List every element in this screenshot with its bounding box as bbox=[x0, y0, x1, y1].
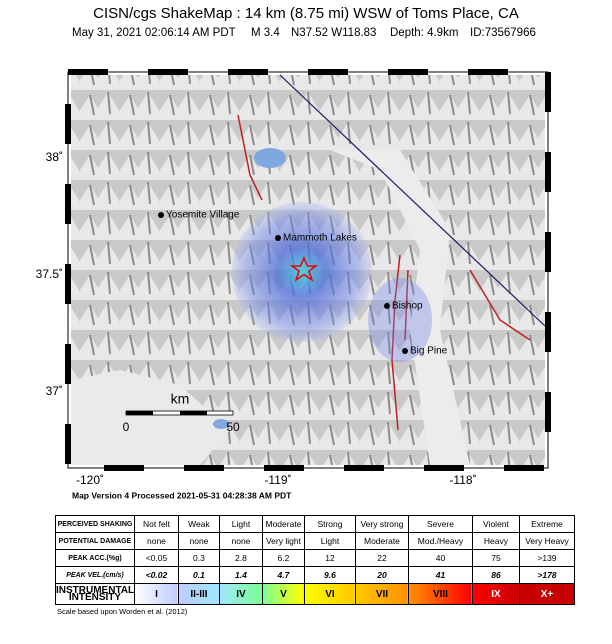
intensity-legend: PERCEIVED SHAKING Not felt Weak Light Modera… bbox=[55, 515, 575, 605]
scale-unit: km bbox=[171, 391, 190, 407]
map-version: Map Version 4 Processed 2021-05-31 04:28… bbox=[72, 490, 292, 500]
fault bbox=[237, 114, 531, 431]
legend-cell: 40 bbox=[407, 549, 473, 567]
event-depth: Depth: 4.9km bbox=[390, 27, 458, 39]
legend-cell: Very light bbox=[261, 532, 305, 550]
map-title: CISN/cgs ShakeMap : 14 km (8.75 mi) WSW … bbox=[93, 5, 519, 22]
place-dot bbox=[158, 212, 164, 218]
scale-bar: km 0 50 bbox=[123, 391, 240, 434]
legend-cell: VI bbox=[303, 583, 356, 605]
legend-cell: 12 bbox=[303, 549, 356, 567]
place-dot bbox=[275, 235, 281, 241]
legend-cell: Light bbox=[303, 532, 356, 550]
event-magnitude: M 3.4 bbox=[251, 27, 280, 39]
legend-cell: Strong bbox=[303, 515, 356, 533]
lat-label: 38˚ bbox=[46, 150, 63, 164]
place-dot bbox=[402, 348, 408, 354]
legend-cell: Not felt bbox=[133, 515, 179, 533]
legend-cell: 9.6 bbox=[303, 566, 356, 584]
legend-cell: Weak bbox=[177, 515, 220, 533]
event-location: N37.52 W118.83 bbox=[291, 27, 376, 39]
legend-cell: Violent bbox=[471, 515, 520, 533]
place-label: Big Pine bbox=[410, 346, 448, 357]
legend-cell: <0.05 bbox=[133, 549, 179, 567]
legend-cell: >139 bbox=[518, 549, 575, 567]
legend-cell: VII bbox=[354, 583, 409, 605]
legend-cell: 6.2 bbox=[261, 549, 305, 567]
row-label: PERCEIVED SHAKING bbox=[55, 515, 135, 533]
legend-cell: 41 bbox=[407, 566, 473, 584]
event-time: May 31, 2021 02:06:14 AM PDT bbox=[72, 27, 236, 39]
legend-cell: Heavy bbox=[471, 532, 520, 550]
legend-cell: X+ bbox=[518, 583, 575, 605]
scale-start: 0 bbox=[123, 420, 130, 434]
legend-cell: none bbox=[177, 532, 220, 550]
place-dot bbox=[384, 303, 390, 309]
event-id: ID:73567966 bbox=[470, 27, 536, 39]
row-label: PEAK VEL.(cm/s) bbox=[55, 566, 135, 584]
legend-cell: Extreme bbox=[518, 515, 575, 533]
legend-cell: 2.8 bbox=[218, 549, 263, 567]
legend-cell: 0.3 bbox=[177, 549, 220, 567]
legend-cell: 22 bbox=[354, 549, 409, 567]
legend-cell: <0.02 bbox=[133, 566, 179, 584]
lat-label: 37˚ bbox=[46, 384, 63, 398]
place-label: Mammoth Lakes bbox=[283, 233, 357, 244]
legend-row: POTENTIAL DAMAGE none none none Very light Li… bbox=[55, 532, 575, 550]
state-border bbox=[279, 74, 546, 327]
row-label: INSTRUMENTAL INTENSITY bbox=[55, 583, 135, 605]
row-label: POTENTIAL DAMAGE bbox=[55, 532, 135, 550]
legend-cell: 0.1 bbox=[177, 566, 220, 584]
lon-label: -120˚ bbox=[76, 473, 104, 487]
legend-cell: I bbox=[133, 583, 179, 605]
legend-cell: Very strong bbox=[354, 515, 409, 533]
legend-cell: Moderate bbox=[354, 532, 409, 550]
legend-cell: Moderate bbox=[261, 515, 305, 533]
legend-cell: 86 bbox=[471, 566, 520, 584]
lon-label: -119˚ bbox=[264, 473, 291, 487]
legend-row: PERCEIVED SHAKING Not felt Weak Light Modera… bbox=[55, 515, 575, 533]
legend-cell: Light bbox=[218, 515, 263, 533]
lon-label: -118˚ bbox=[449, 473, 476, 487]
legend-cell: 75 bbox=[471, 549, 520, 567]
row-label: PEAK ACC.(%g) bbox=[55, 549, 135, 567]
lat-label: 37.5˚ bbox=[36, 267, 63, 281]
lake bbox=[213, 419, 229, 429]
scale-note: Scale based upon Worden et al. (2012) bbox=[57, 607, 188, 616]
legend-cell: none bbox=[218, 532, 263, 550]
legend-row: PEAK VEL.(cm/s) <0.02 0.1 1.4 4.7 9.6 20 41 86 >1… bbox=[55, 566, 575, 584]
legend-cell: II-III bbox=[177, 583, 220, 605]
place-label: Bishop bbox=[392, 301, 423, 312]
legend-cell: VIII bbox=[407, 583, 473, 605]
legend-cell: Severe bbox=[407, 515, 473, 533]
legend-row: PEAK ACC.(%g) <0.05 0.3 2.8 6.2 12 22 40 75 >139 bbox=[55, 549, 575, 567]
valley bbox=[330, 150, 470, 465]
legend-cell: Very Heavy bbox=[518, 532, 575, 550]
legend-cell: >178 bbox=[518, 566, 575, 584]
map-frame bbox=[65, 69, 551, 471]
legend-row: INSTRUMENTAL INTENSITY I II-III IV V VI VII VII… bbox=[55, 583, 575, 605]
lake bbox=[254, 148, 286, 168]
place-label: Yosemite Village bbox=[166, 210, 240, 221]
scale-end: 50 bbox=[226, 420, 240, 434]
legend-cell: 1.4 bbox=[218, 566, 263, 584]
legend-cell: none bbox=[133, 532, 179, 550]
legend-cell: V bbox=[261, 583, 305, 605]
legend-cell: 4.7 bbox=[261, 566, 305, 584]
valley bbox=[71, 370, 230, 465]
shaking-area bbox=[232, 202, 372, 342]
shaking-area bbox=[368, 278, 432, 362]
shakemap: CISN/cgs ShakeMap : 14 km (8.75 mi) WSW … bbox=[36, 5, 551, 500]
legend-cell: 20 bbox=[354, 566, 409, 584]
legend-cell: IX bbox=[471, 583, 520, 605]
legend-cell: Mod./Heavy bbox=[407, 532, 473, 550]
legend-cell: IV bbox=[218, 583, 263, 605]
epicenter bbox=[289, 256, 319, 282]
